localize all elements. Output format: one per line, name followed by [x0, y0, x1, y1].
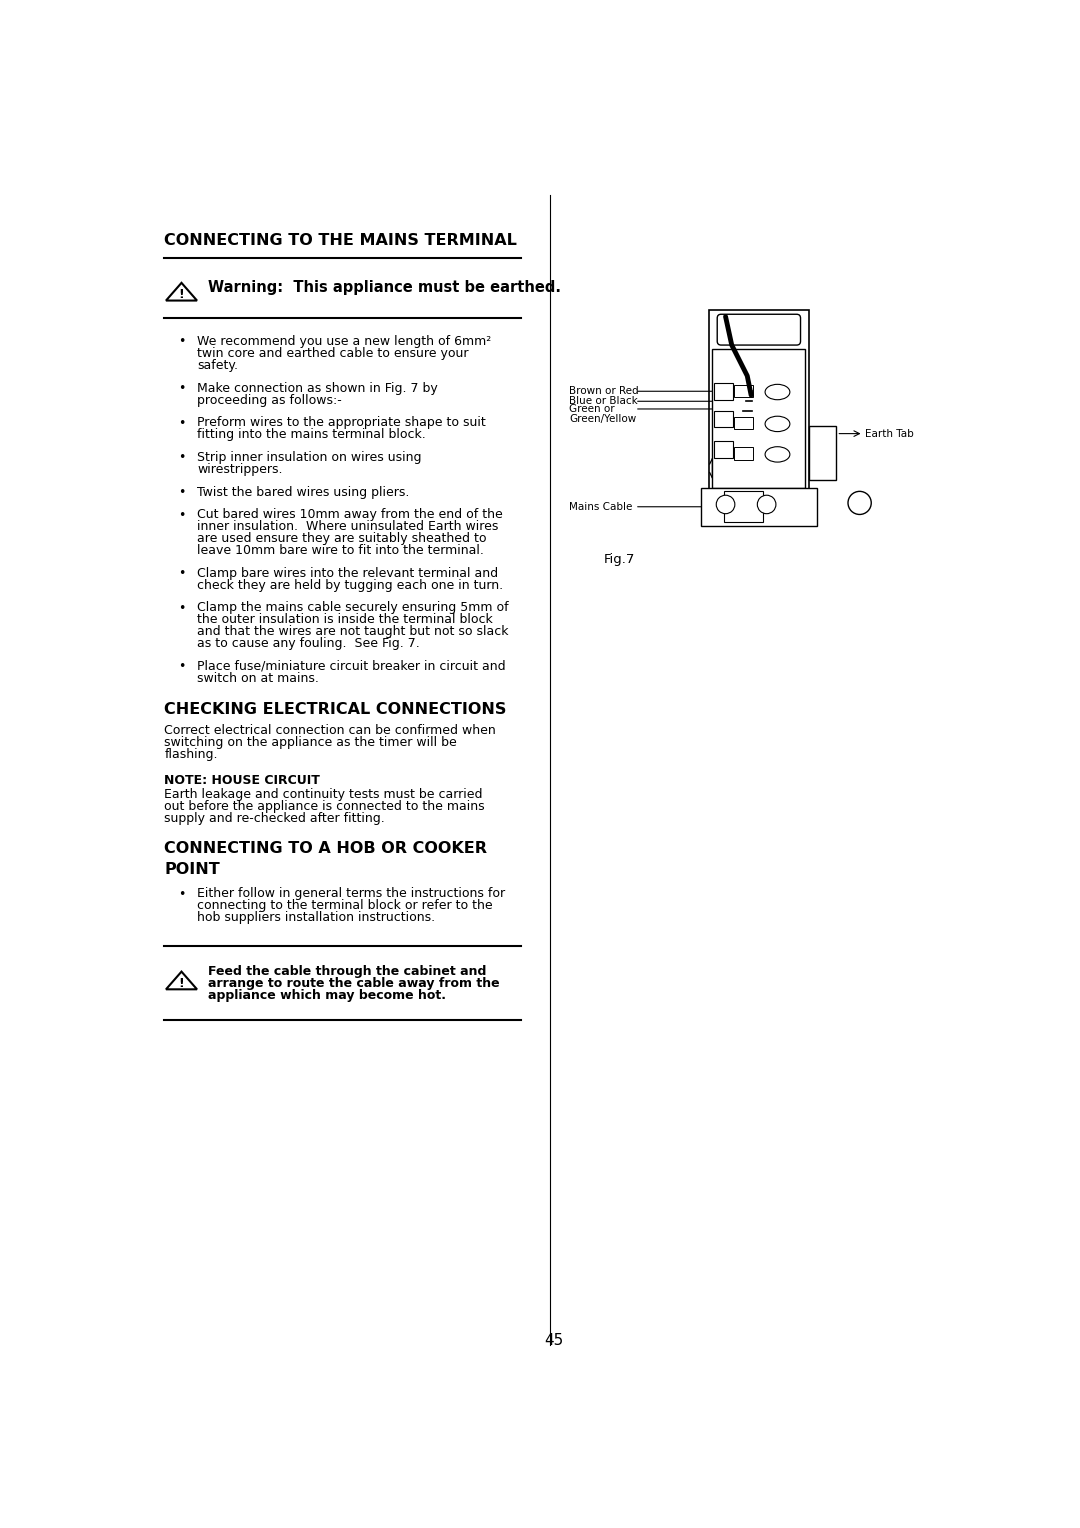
Text: •: • — [178, 486, 186, 500]
Text: Feed the cable through the cabinet and: Feed the cable through the cabinet and — [207, 966, 486, 978]
Circle shape — [757, 495, 775, 513]
Text: 45: 45 — [544, 1332, 563, 1348]
Bar — [708, 310, 809, 510]
Bar — [734, 417, 754, 429]
Text: POINT: POINT — [164, 862, 220, 877]
Text: NOTE: HOUSE CIRCUIT: NOTE: HOUSE CIRCUIT — [164, 773, 321, 787]
Text: connecting to the terminal block or refer to the: connecting to the terminal block or refe… — [197, 898, 492, 912]
Text: CONNECTING TO THE MAINS TERMINAL: CONNECTING TO THE MAINS TERMINAL — [164, 234, 517, 249]
Ellipse shape — [765, 446, 789, 461]
Text: Strip inner insulation on wires using: Strip inner insulation on wires using — [197, 451, 421, 465]
Text: Either follow in general terms the instructions for: Either follow in general terms the instr… — [197, 888, 505, 900]
Bar — [734, 448, 754, 460]
Text: Clamp the mains cable securely ensuring 5mm of: Clamp the mains cable securely ensuring … — [197, 602, 509, 614]
Text: appliance which may become hot.: appliance which may become hot. — [207, 989, 446, 1002]
Bar — [734, 385, 754, 397]
Text: as to cause any fouling.  See Fig. 7.: as to cause any fouling. See Fig. 7. — [197, 637, 420, 651]
Text: the outer insulation is inside the terminal block: the outer insulation is inside the termi… — [197, 613, 492, 626]
Bar — [809, 426, 836, 480]
Bar — [714, 384, 733, 400]
Text: flashing.: flashing. — [164, 747, 218, 761]
Text: fitting into the mains terminal block.: fitting into the mains terminal block. — [197, 428, 426, 442]
Text: inner insulation.  Where uninsulated Earth wires: inner insulation. Where uninsulated Eart… — [197, 520, 498, 533]
Text: Place fuse/miniature circuit breaker in circuit and: Place fuse/miniature circuit breaker in … — [197, 660, 505, 672]
FancyBboxPatch shape — [717, 315, 800, 345]
Text: We recommend you use a new length of 6mm²: We recommend you use a new length of 6mm… — [197, 335, 491, 348]
Text: proceeding as follows:-: proceeding as follows:- — [197, 394, 341, 406]
Text: ⏚: ⏚ — [856, 498, 863, 507]
Text: out before the appliance is connected to the mains: out before the appliance is connected to… — [164, 801, 485, 813]
Text: twin core and earthed cable to ensure your: twin core and earthed cable to ensure yo… — [197, 347, 469, 361]
Text: CHECKING ELECTRICAL CONNECTIONS: CHECKING ELECTRICAL CONNECTIONS — [164, 703, 507, 717]
Ellipse shape — [765, 385, 789, 400]
Text: check they are held by tugging each one in turn.: check they are held by tugging each one … — [197, 579, 503, 591]
Text: wirestrippers.: wirestrippers. — [197, 463, 283, 475]
Circle shape — [848, 492, 872, 515]
Text: Brown or Red: Brown or Red — [569, 387, 638, 396]
Text: and that the wires are not taught but not so slack: and that the wires are not taught but no… — [197, 625, 509, 639]
Text: 5mm: 5mm — [723, 463, 750, 474]
Text: Blue or Black: Blue or Black — [569, 396, 638, 406]
Text: •: • — [178, 382, 186, 396]
Text: •: • — [178, 660, 186, 674]
Text: Green/Yellow: Green/Yellow — [569, 414, 636, 423]
Text: arrange to route the cable away from the: arrange to route the cable away from the — [207, 978, 499, 990]
Bar — [713, 348, 806, 487]
Circle shape — [716, 495, 734, 513]
Text: !: ! — [178, 287, 185, 301]
Text: switching on the appliance as the timer will be: switching on the appliance as the timer … — [164, 736, 457, 749]
Bar — [714, 442, 733, 458]
Text: switch on at mains.: switch on at mains. — [197, 672, 319, 685]
Text: •: • — [178, 336, 186, 348]
Text: CONNECTING TO A HOB OR COOKER: CONNECTING TO A HOB OR COOKER — [164, 840, 487, 856]
Text: Green or: Green or — [569, 403, 615, 414]
Text: Earth Tab: Earth Tab — [865, 429, 914, 439]
Text: Twist the bared wires using pliers.: Twist the bared wires using pliers. — [197, 486, 409, 498]
Text: hob suppliers installation instructions.: hob suppliers installation instructions. — [197, 911, 435, 924]
Text: •: • — [178, 602, 186, 614]
Text: Preform wires to the appropriate shape to suit: Preform wires to the appropriate shape t… — [197, 416, 486, 429]
Text: •: • — [178, 509, 186, 521]
Text: Mains Cable: Mains Cable — [569, 501, 633, 512]
Text: •: • — [178, 451, 186, 465]
Text: Warning:  This appliance must be earthed.: Warning: This appliance must be earthed. — [207, 280, 561, 295]
Text: are used ensure they are suitably sheathed to: are used ensure they are suitably sheath… — [197, 532, 486, 545]
Text: leave 10mm bare wire to fit into the terminal.: leave 10mm bare wire to fit into the ter… — [197, 544, 484, 558]
Text: •: • — [178, 888, 186, 900]
Text: safety.: safety. — [197, 359, 238, 371]
Text: Cut bared wires 10mm away from the end of the: Cut bared wires 10mm away from the end o… — [197, 509, 503, 521]
Text: Make connection as shown in Fig. 7 by: Make connection as shown in Fig. 7 by — [197, 382, 437, 394]
Bar — [701, 487, 816, 526]
Text: Fig.7: Fig.7 — [604, 553, 635, 565]
Ellipse shape — [765, 416, 789, 431]
Text: Clamp bare wires into the relevant terminal and: Clamp bare wires into the relevant termi… — [197, 567, 498, 579]
Text: Correct electrical connection can be confirmed when: Correct electrical connection can be con… — [164, 724, 496, 736]
Bar — [724, 492, 762, 523]
Text: !: ! — [178, 976, 185, 990]
Text: supply and re-checked after fitting.: supply and re-checked after fitting. — [164, 811, 386, 825]
Text: •: • — [178, 417, 186, 429]
Text: Earth leakage and continuity tests must be carried: Earth leakage and continuity tests must … — [164, 788, 483, 801]
Text: •: • — [178, 567, 186, 581]
Bar — [714, 411, 733, 428]
